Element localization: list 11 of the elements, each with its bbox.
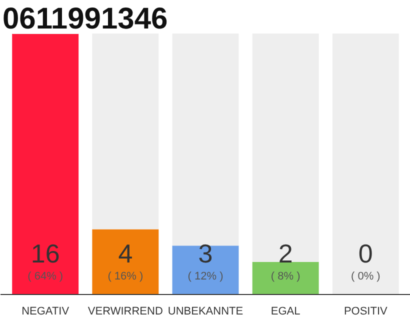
data-label: 0 ( 0% ) [350, 238, 380, 282]
x-tick-label: POSITIV [344, 306, 388, 318]
data-label: 2 ( 8% ) [270, 238, 300, 282]
data-label: 4 ( 16% ) [108, 238, 144, 282]
x-tick-label: UNBEKANNTE [168, 306, 244, 318]
chart-title: 0611991346 [2, 2, 168, 36]
data-label: 16 ( 64% ) [28, 238, 64, 282]
data-label: 3 ( 12% ) [188, 238, 224, 282]
x-tick-label: NEGATIV [22, 306, 70, 318]
x-tick-label: EGAL [270, 306, 300, 318]
x-tick-label: VERWIRREND [88, 306, 163, 318]
